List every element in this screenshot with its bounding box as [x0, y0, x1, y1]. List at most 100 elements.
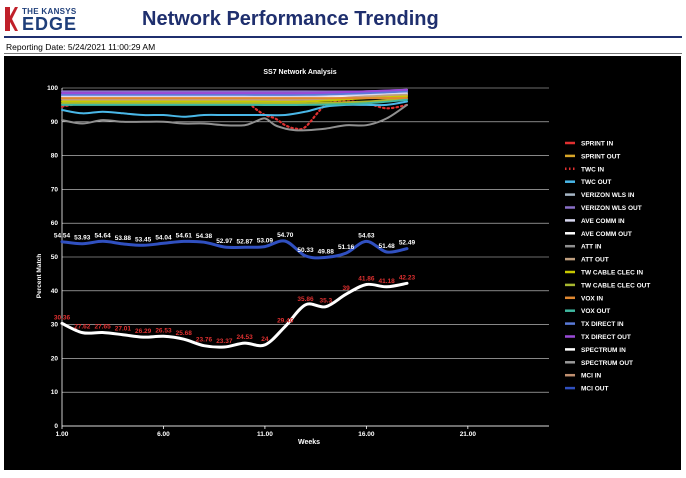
- data-label-spectrum-in: 35.86: [297, 296, 314, 303]
- data-label-mci-out: 54.64: [94, 232, 111, 239]
- page-title: Network Performance Trending: [142, 8, 439, 30]
- data-label-spectrum-in: 24.53: [236, 334, 253, 341]
- legend-label: MCI IN: [581, 373, 602, 380]
- data-label-mci-out: 51.48: [379, 243, 396, 250]
- series-line-att-out: [61, 93, 408, 102]
- data-label-spectrum-in: 42.23: [399, 274, 416, 281]
- legend-item-vox-out[interactable]: VOX OUT: [565, 308, 610, 315]
- data-label-spectrum-in: 41.18: [379, 278, 396, 285]
- data-label-mci-out: 52.49: [399, 240, 416, 247]
- y-tick-label: 70: [51, 186, 59, 193]
- data-label-spectrum-in: 25.68: [176, 330, 193, 337]
- kansys-edge-logo: THE KANSYS EDGE: [4, 6, 122, 34]
- legend-item-mci-in[interactable]: MCI IN: [565, 373, 602, 380]
- x-tick-label: 11.00: [257, 431, 273, 438]
- series-line-vox-out: [61, 98, 408, 107]
- legend-label: VOX IN: [581, 295, 603, 302]
- legend-item-tx-direct-in[interactable]: TX DIRECT IN: [565, 321, 624, 328]
- legend-item-verizon-wls-in[interactable]: VERIZON WLS IN: [565, 192, 635, 199]
- data-label-mci-out: 54.70: [277, 232, 294, 239]
- series-line-tx-direct-out: [61, 88, 408, 95]
- data-label-mci-out: 54.54: [54, 233, 71, 240]
- y-tick-label: 100: [47, 85, 58, 92]
- data-label-mci-out: 54.61: [176, 232, 193, 239]
- data-label-spectrum-in: 27.01: [115, 326, 132, 333]
- legend-item-twc-out[interactable]: TWC OUT: [565, 179, 611, 186]
- data-label-spectrum-in: 27.65: [94, 324, 111, 331]
- data-label-spectrum-in: 35.3: [319, 298, 332, 305]
- legend-label: SPRINT OUT: [581, 153, 620, 160]
- legend-label: VOX OUT: [581, 308, 610, 315]
- x-tick-label: 1.00: [56, 431, 69, 438]
- line-chart: 0 10 20 30 40 50 60 70 80 90 100 1.00 6.00 11.00 16.00…: [36, 69, 650, 446]
- chart-legend[interactable]: SPRINT IN SPRINT OUT TWC IN TWC OUT VERIZON …: [565, 141, 650, 393]
- legend-item-att-out[interactable]: ATT OUT: [565, 257, 609, 264]
- legend-label: TX DIRECT OUT: [581, 334, 631, 341]
- y-tick-label: 50: [51, 254, 59, 261]
- legend-label: ATT IN: [581, 244, 602, 251]
- data-label-mci-out: 53.45: [135, 236, 152, 243]
- data-label-mci-out: 52.87: [236, 238, 253, 245]
- legend-label: SPECTRUM OUT: [581, 360, 633, 367]
- data-label-mci-out: 53.88: [115, 235, 132, 242]
- legend-item-sprint-out[interactable]: SPRINT OUT: [565, 153, 620, 160]
- data-label-mci-out: 54.63: [358, 232, 375, 239]
- legend-label: AVE COMM IN: [581, 218, 625, 225]
- data-label-spectrum-in: 39: [342, 285, 350, 292]
- legend-label: AVE COMM OUT: [581, 231, 632, 238]
- data-label-mci-out: 53.09: [257, 238, 274, 245]
- data-label-spectrum-in: 26.29: [135, 328, 152, 335]
- legend-item-twc-in[interactable]: TWC IN: [565, 166, 604, 173]
- y-tick-label: 40: [51, 288, 59, 295]
- data-label-mci-out: 53.93: [74, 235, 91, 242]
- legend-item-ave-comm-in[interactable]: AVE COMM IN: [565, 218, 625, 225]
- x-axis-label: Weeks: [298, 439, 320, 446]
- logo-line2: EDGE: [22, 14, 78, 34]
- x-tick-label: 6.00: [157, 431, 170, 438]
- legend-item-ave-comm-out[interactable]: AVE COMM OUT: [565, 231, 632, 238]
- legend-item-mci-out[interactable]: MCI OUT: [565, 386, 608, 393]
- legend-item-tx-direct-out[interactable]: TX DIRECT OUT: [565, 334, 631, 341]
- series-line-ave-comm-in: [61, 92, 408, 98]
- data-label-mci-out: 54.38: [196, 233, 213, 240]
- legend-item-spectrum-out[interactable]: SPECTRUM OUT: [565, 360, 633, 367]
- legend-item-tw-cable-clec-out[interactable]: TW CABLE CLEC OUT: [565, 282, 650, 289]
- legend-item-verizon-wls-out[interactable]: VERIZON WLS OUT: [565, 205, 642, 212]
- data-label-spectrum-in: 27.62: [74, 324, 91, 331]
- legend-label: TW CABLE CLEC IN: [581, 270, 643, 277]
- series-line-mci-out: [60, 239, 409, 260]
- legend-label: SPECTRUM IN: [581, 347, 626, 354]
- y-tick-label: 0: [54, 423, 58, 430]
- legend-item-sprint-in[interactable]: SPRINT IN: [565, 141, 613, 148]
- series-line-spectrum-in: [60, 281, 409, 349]
- y-tick-label: 20: [51, 355, 59, 362]
- legend-item-spectrum-in[interactable]: SPECTRUM IN: [565, 347, 626, 354]
- chart-panel: 0 10 20 30 40 50 60 70 80 90 100 1.00 6.00 11.00 16.00…: [4, 56, 681, 470]
- x-tick-label: 16.00: [358, 431, 375, 438]
- data-label-spectrum-in: 30.36: [54, 314, 71, 321]
- data-label-mci-out: 54.04: [155, 234, 172, 241]
- data-label-spectrum-in: 24: [261, 336, 269, 343]
- y-tick-label: 90: [51, 119, 59, 126]
- data-label-spectrum-in: 26.53: [155, 327, 172, 334]
- y-axis-label: Percent Match: [36, 254, 43, 298]
- data-label-mci-out: 50.33: [297, 247, 314, 254]
- legend-item-tw-cable-clec-in[interactable]: TW CABLE CLEC IN: [565, 270, 643, 277]
- header-divider: [4, 36, 682, 38]
- series-line-tw-cable-clec-out: [61, 97, 408, 105]
- legend-label: TWC OUT: [581, 179, 611, 186]
- x-tick-label: 21.00: [460, 431, 477, 438]
- reporting-date: Reporting Date: 5/24/2021 11:00:29 AM: [6, 42, 156, 52]
- data-label-spectrum-in: 23.76: [196, 337, 213, 344]
- chart-axes: 0 10 20 30 40 50 60 70 80 90 100 1.00 6.00 11.00 16.00…: [47, 85, 549, 438]
- legend-label: MCI OUT: [581, 386, 608, 393]
- legend-label: TW CABLE CLEC OUT: [581, 282, 650, 289]
- subheader-divider: [4, 53, 682, 54]
- legend-label: SPRINT IN: [581, 141, 613, 148]
- legend-item-att-in[interactable]: ATT IN: [565, 244, 602, 251]
- legend-item-vox-in[interactable]: VOX IN: [565, 295, 603, 302]
- data-label-spectrum-in: 41.86: [358, 276, 375, 283]
- data-label-mci-out: 49.88: [318, 248, 335, 255]
- logo-k-icon: [5, 7, 18, 31]
